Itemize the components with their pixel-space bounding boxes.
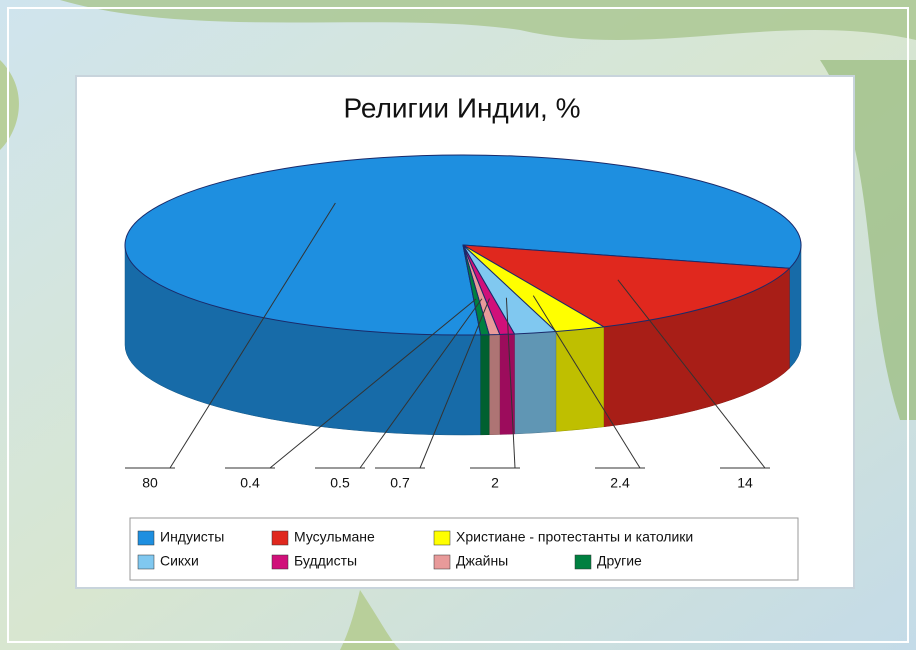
legend-label: Сикхи: [160, 553, 199, 569]
legend-label: Мусульмане: [294, 529, 375, 545]
legend-swatch: [434, 555, 450, 569]
data-label: 0.5: [330, 475, 350, 491]
slice-side: [489, 334, 500, 434]
data-label: 2.4: [610, 475, 630, 491]
legend-swatch: [272, 531, 288, 545]
legend-label: Джайны: [456, 553, 508, 569]
data-label: 2: [491, 475, 499, 491]
legend: [130, 518, 798, 580]
chart: Религии Индии, % 80 14 2.4 2 0.7 0.5 0.4 Индуис…: [0, 0, 916, 650]
slice-side: [481, 335, 489, 435]
page: Религии Индии, % 80 14 2.4 2 0.7 0.5 0.4 Индуис…: [0, 0, 916, 650]
slice-side: [514, 332, 555, 434]
data-label: 0.7: [390, 475, 410, 491]
data-label: 14: [737, 475, 753, 491]
chart-title: Религии Индии, %: [343, 92, 580, 123]
legend-swatch: [575, 555, 591, 569]
data-label: 80: [142, 475, 158, 491]
legend-label: Христиане - протестанты и католики: [456, 529, 693, 545]
slice-side: [556, 327, 604, 432]
legend-label: Другие: [597, 553, 642, 569]
legend-swatch: [138, 555, 154, 569]
legend-swatch: [138, 531, 154, 545]
legend-label: Индуисты: [160, 529, 224, 545]
legend-label: Буддисты: [294, 553, 357, 569]
data-label: 0.4: [240, 475, 260, 491]
legend-swatch: [434, 531, 450, 545]
legend-swatch: [272, 555, 288, 569]
